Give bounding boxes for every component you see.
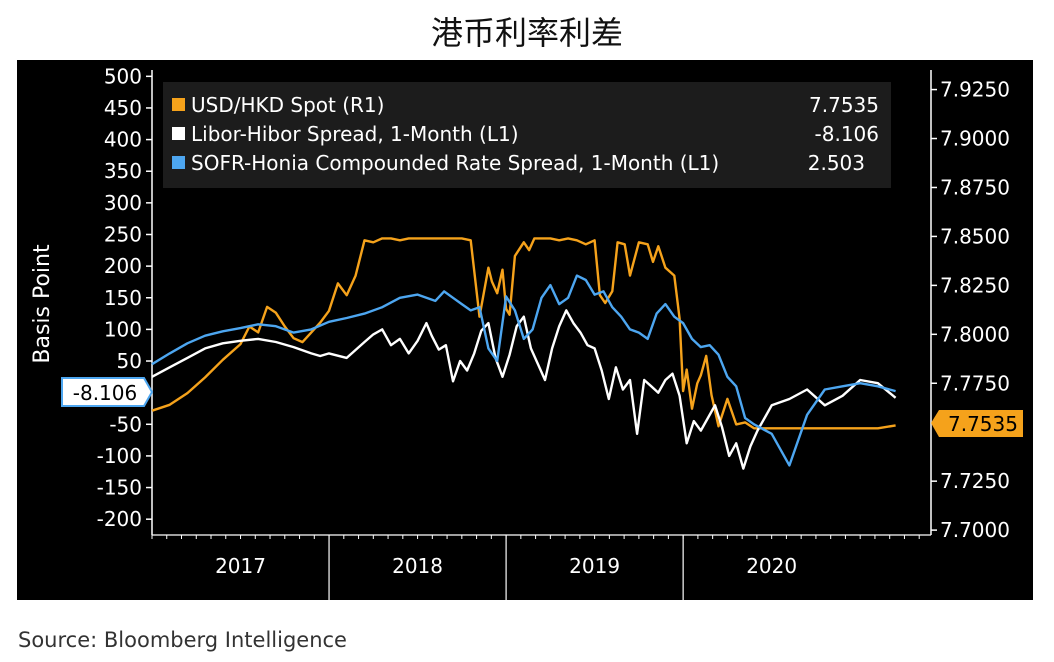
left-axis-tick-label: 100 bbox=[104, 317, 142, 341]
legend: USD/HKD Spot (R1) 7.7535 Libor-Hibor Spr… bbox=[163, 82, 891, 188]
legend-swatch-sofr-honia bbox=[172, 156, 185, 169]
right-axis-tick-label: 7.9250 bbox=[940, 78, 1010, 102]
legend-swatch-libor-hibor bbox=[172, 127, 185, 140]
source-note: Source: Bloomberg Intelligence bbox=[18, 628, 347, 652]
legend-swatch-usdhkd bbox=[172, 98, 185, 111]
left-axis-tick-label: 50 bbox=[117, 349, 142, 373]
right-axis-tick-label: 7.8000 bbox=[940, 322, 1010, 346]
libor-hibor-line bbox=[151, 309, 897, 470]
legend-background bbox=[163, 82, 891, 188]
left-axis: 500 450 400 350 300 250 200 150 100 50 -50 -100 -150… bbox=[97, 64, 153, 535]
x-axis-year-label: 2019 bbox=[569, 554, 620, 578]
left-tag-shape bbox=[61, 377, 154, 407]
right-axis-tick-label: 7.7750 bbox=[940, 371, 1010, 395]
left-axis-tick-label: 200 bbox=[104, 254, 142, 278]
x-axis-year-label: 2018 bbox=[392, 554, 443, 578]
left-axis-tick-label: 400 bbox=[104, 128, 142, 152]
right-axis-tick-label: 7.7250 bbox=[940, 469, 1010, 493]
right-axis: 7.9250 7.9000 7.8750 7.8500 7.8250 7.8000 7.77… bbox=[930, 70, 1010, 542]
left-axis-tick-label: 300 bbox=[104, 191, 142, 215]
right-axis-tick-label: 7.9000 bbox=[940, 127, 1010, 151]
legend-value-usdhkd: 7.7535 bbox=[809, 93, 879, 117]
chart-area: 500 450 400 350 300 250 200 150 100 50 -50 -100 -150… bbox=[17, 60, 1033, 600]
right-axis-tick-label: 7.8250 bbox=[940, 273, 1010, 297]
right-tag-value: 7.7535 bbox=[948, 412, 1018, 436]
x-axis-year-label: 2017 bbox=[215, 554, 266, 578]
right-axis-tick-label: 7.8750 bbox=[940, 175, 1010, 199]
x-axis: 2017 2018 2019 2020 bbox=[151, 534, 931, 600]
legend-label-sofr-honia: SOFR-Honia Compounded Rate Spread, 1-Mon… bbox=[191, 151, 719, 175]
left-axis-tick-label: 250 bbox=[104, 222, 142, 246]
left-axis-tick-label: -100 bbox=[97, 444, 142, 468]
left-axis-tick-label: 350 bbox=[104, 159, 142, 183]
left-axis-tick-label: -200 bbox=[97, 507, 142, 531]
right-axis-tick-label: 7.7000 bbox=[940, 518, 1010, 542]
right-tag-shape bbox=[931, 410, 1023, 437]
x-axis-year-label: 2020 bbox=[746, 554, 797, 578]
legend-label-usdhkd: USD/HKD Spot (R1) bbox=[191, 93, 384, 117]
left-axis-tick-label: 450 bbox=[104, 96, 142, 120]
legend-value-sofr-honia: 2.503 bbox=[808, 151, 865, 175]
left-axis-tick-label: -150 bbox=[97, 476, 142, 500]
legend-value-libor-hibor: -8.106 bbox=[815, 122, 879, 146]
legend-label-libor-hibor: Libor-Hibor Spread, 1-Month (L1) bbox=[191, 122, 519, 146]
right-last-value-tag: 7.7535 bbox=[931, 410, 1023, 437]
left-axis-title: Basis Point bbox=[30, 244, 55, 364]
series-layer bbox=[151, 237, 897, 470]
left-last-value-tag: -8.106 bbox=[61, 377, 154, 407]
left-axis-tick-label: 150 bbox=[104, 286, 142, 310]
right-axis-tick-label: 7.8500 bbox=[940, 224, 1010, 248]
left-axis-tick-label: -50 bbox=[109, 412, 142, 436]
usdhkd-line bbox=[151, 237, 896, 430]
chart-title: 港币利率利差 bbox=[430, 14, 623, 52]
left-tag-value: -8.106 bbox=[73, 381, 137, 405]
left-axis-tick-label: 500 bbox=[104, 64, 142, 88]
sofr-honia-line bbox=[151, 274, 896, 467]
